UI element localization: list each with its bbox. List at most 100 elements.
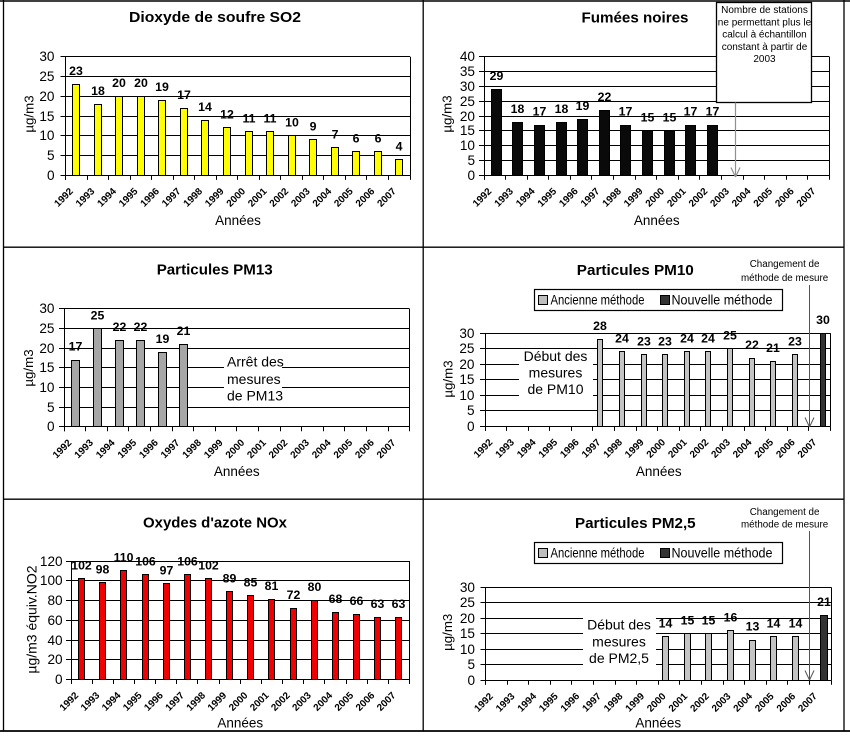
svg-text:ne permettant plus le: ne permettant plus le: [718, 17, 812, 28]
svg-text:0: 0: [467, 419, 475, 434]
svg-text:Nombre de stations: Nombre de stations: [721, 5, 808, 16]
svg-text:97: 97: [160, 563, 174, 577]
svg-text:de PM13: de PM13: [227, 388, 283, 404]
svg-text:28: 28: [593, 319, 607, 333]
svg-text:Particules PM13: Particules PM13: [157, 262, 273, 279]
svg-text:µg/m3: µg/m3: [440, 95, 455, 132]
svg-text:81: 81: [265, 579, 279, 593]
svg-text:Particules PM2,5: Particules PM2,5: [575, 515, 696, 532]
svg-text:10: 10: [459, 388, 475, 403]
svg-text:Ancienne méthode: Ancienne méthode: [551, 545, 645, 560]
svg-text:7: 7: [332, 127, 339, 141]
svg-text:22: 22: [113, 320, 127, 334]
svg-text:11: 11: [264, 112, 277, 126]
svg-text:25: 25: [723, 328, 737, 342]
svg-text:Oxydes d'azote NOx: Oxydes d'azote NOx: [143, 515, 288, 532]
svg-text:0: 0: [47, 168, 55, 183]
svg-text:22: 22: [134, 320, 148, 334]
svg-text:5: 5: [467, 153, 475, 168]
svg-text:30: 30: [460, 79, 476, 94]
svg-text:18: 18: [555, 102, 569, 116]
svg-text:63: 63: [371, 597, 385, 611]
svg-text:11: 11: [243, 112, 256, 126]
svg-text:Changement de: Changement de: [750, 259, 820, 270]
svg-text:20: 20: [460, 109, 476, 124]
svg-text:19: 19: [156, 332, 170, 346]
svg-text:20: 20: [460, 611, 476, 626]
svg-text:Années: Années: [215, 213, 261, 228]
svg-text:25: 25: [459, 341, 474, 356]
svg-text:25: 25: [39, 69, 54, 84]
svg-text:9: 9: [310, 120, 317, 134]
svg-text:constant à partir de: constant à partir de: [722, 42, 808, 53]
svg-text:Années: Années: [635, 716, 681, 731]
svg-text:10: 10: [39, 380, 55, 395]
svg-text:méthode de mesure: méthode de mesure: [741, 273, 829, 284]
svg-text:17: 17: [684, 105, 698, 119]
svg-text:25: 25: [460, 595, 475, 610]
svg-text:mesures: mesures: [529, 365, 583, 381]
svg-text:mesures: mesures: [592, 634, 646, 650]
svg-text:méthode de mesure: méthode de mesure: [741, 520, 829, 531]
svg-text:24: 24: [680, 332, 694, 346]
svg-text:21: 21: [766, 341, 780, 355]
svg-text:21: 21: [817, 595, 831, 609]
svg-text:80: 80: [47, 593, 63, 608]
svg-text:18: 18: [91, 84, 105, 98]
svg-text:23: 23: [658, 335, 672, 349]
svg-text:17: 17: [177, 88, 191, 102]
svg-text:120: 120: [40, 554, 63, 569]
svg-text:4: 4: [396, 139, 403, 153]
svg-text:Particules PM10: Particules PM10: [577, 262, 694, 279]
svg-text:40: 40: [47, 633, 63, 648]
svg-text:19: 19: [576, 99, 590, 113]
svg-text:5: 5: [47, 400, 55, 415]
svg-text:30: 30: [39, 49, 55, 64]
svg-text:0: 0: [467, 673, 475, 688]
svg-text:17: 17: [69, 340, 83, 354]
svg-text:63: 63: [392, 597, 406, 611]
svg-text:2003: 2003: [753, 54, 776, 65]
svg-text:14: 14: [789, 617, 803, 631]
svg-text:23: 23: [69, 64, 83, 78]
svg-text:15: 15: [641, 111, 655, 125]
svg-text:0: 0: [55, 672, 63, 687]
svg-text:106: 106: [135, 555, 156, 569]
svg-text:µg/m3: µg/m3: [441, 360, 456, 397]
svg-text:30: 30: [39, 301, 55, 316]
svg-text:66: 66: [350, 594, 364, 608]
svg-text:Arrêt des: Arrêt des: [227, 354, 284, 370]
svg-text:µg/m3: µg/m3: [440, 614, 455, 651]
svg-text:30: 30: [816, 313, 830, 327]
svg-text:Dioxyde de soufre SO2: Dioxyde de soufre SO2: [129, 9, 301, 26]
svg-text:15: 15: [39, 360, 54, 375]
svg-text:89: 89: [223, 571, 237, 585]
svg-text:102: 102: [71, 558, 92, 572]
svg-text:100: 100: [40, 573, 63, 588]
svg-text:µg/m3 équiv.NO2: µg/m3 équiv.NO2: [24, 565, 40, 673]
svg-text:17: 17: [533, 105, 547, 119]
svg-text:14: 14: [659, 617, 673, 631]
svg-text:6: 6: [375, 131, 382, 145]
svg-text:Début des: Début des: [524, 348, 588, 364]
svg-text:Années: Années: [214, 464, 260, 479]
svg-text:Changement de: Changement de: [750, 507, 820, 518]
svg-text:25: 25: [91, 308, 105, 322]
svg-text:15: 15: [663, 111, 677, 125]
svg-text:Années: Années: [217, 716, 263, 731]
svg-text:72: 72: [287, 588, 301, 602]
svg-text:14: 14: [198, 100, 212, 114]
svg-text:85: 85: [244, 575, 258, 589]
svg-text:15: 15: [460, 626, 475, 641]
svg-text:µg/m3: µg/m3: [22, 95, 37, 132]
svg-text:de PM10: de PM10: [527, 381, 583, 397]
svg-text:Fumées noires: Fumées noires: [582, 10, 689, 27]
svg-text:40: 40: [460, 49, 476, 64]
svg-text:23: 23: [788, 335, 802, 349]
svg-text:20: 20: [47, 652, 63, 667]
svg-text:102: 102: [198, 558, 219, 572]
svg-text:68: 68: [329, 592, 343, 606]
svg-text:10: 10: [460, 138, 476, 153]
svg-text:15: 15: [39, 109, 54, 124]
svg-text:20: 20: [134, 76, 148, 90]
